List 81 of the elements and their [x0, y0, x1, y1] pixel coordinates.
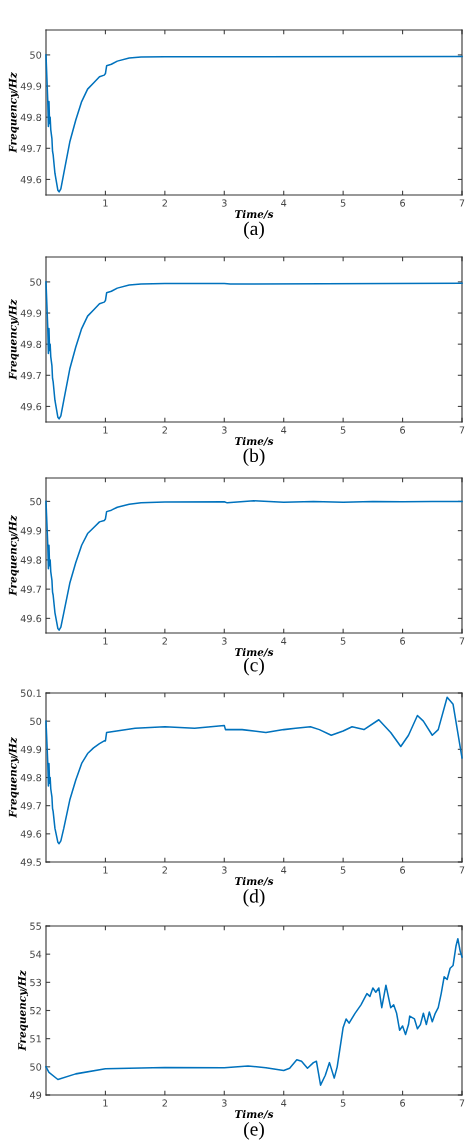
x-tick-label: 5: [340, 1099, 346, 1107]
x-tick-label: 7: [459, 199, 465, 207]
x-tick-label: 2: [162, 1099, 167, 1107]
y-tick-label: 49.5: [20, 858, 41, 866]
x-axis-title: Time/s: [234, 647, 274, 657]
line-series: [45, 937, 463, 1086]
y-tick-label: 49.6: [20, 175, 42, 184]
x-tick-label: 5: [340, 637, 346, 645]
x-tick-label: 2: [162, 426, 167, 434]
x-tick-label: 6: [400, 199, 406, 207]
y-tick-label: 49.7: [20, 802, 41, 810]
text: (e): [244, 1122, 264, 1140]
y-tick-label: 51: [30, 1035, 41, 1043]
y-tick-label: 49.9: [20, 309, 42, 317]
x-tick-label: 6: [400, 637, 406, 645]
y-tick-label: 49.6: [20, 402, 42, 411]
x-tick-label: 4: [281, 637, 287, 645]
y-axis-title: Frequency/Hz: [8, 299, 19, 380]
y-tick-label: 50: [30, 717, 42, 725]
x-tick-label: 5: [340, 866, 346, 874]
x-tick-label: 6: [400, 426, 406, 434]
y-tick-label: 50: [30, 1063, 42, 1071]
y-tick-label: 50: [30, 51, 42, 59]
x-tick-label: 2: [162, 866, 167, 874]
x-tick-label: 5: [340, 199, 346, 207]
y-tick-label: 49.9: [20, 745, 42, 754]
y-axis-title: Frequency/Hz: [8, 72, 19, 153]
x-tick-label: 3: [221, 1099, 227, 1107]
y-tick-label: 49.6: [20, 614, 42, 623]
y-tick-label: 49.9: [20, 82, 42, 90]
y-axis-title: Frequency/Hz: [8, 515, 19, 596]
x-tick-label: 4: [281, 1099, 287, 1107]
text: (a): [244, 221, 264, 240]
x-tick-label: 6: [400, 1099, 406, 1107]
y-tick-label: 49.7: [20, 585, 41, 593]
x-tick-label: 2: [162, 199, 167, 207]
y-tick-label: 54: [30, 950, 42, 958]
y-tick-label: 49.9: [20, 527, 42, 535]
x-tick-label: 5: [340, 426, 346, 434]
x-tick-label: 1: [103, 199, 108, 207]
line-series: [45, 696, 463, 845]
y-tick-label: 49.8: [20, 773, 42, 782]
y-tick-label: 49: [29, 1091, 42, 1099]
y-tick-label: 52: [30, 1006, 41, 1015]
text: (b): [243, 448, 265, 467]
x-tick-label: 1: [103, 637, 108, 645]
x-tick-label: 1: [103, 1099, 108, 1107]
y-tick-label: 49.8: [20, 556, 42, 564]
x-tick-label: 4: [281, 199, 287, 207]
y-tick-label: 49.6: [20, 830, 42, 838]
x-tick-label: 7: [459, 1099, 465, 1107]
x-tick-label: 3: [221, 199, 227, 207]
x-tick-label: 3: [221, 637, 227, 645]
x-tick-label: 2: [162, 637, 167, 645]
x-axis-title: Time/s: [234, 876, 274, 886]
text: (c): [244, 657, 264, 676]
y-axis-title: Frequency/Hz: [8, 737, 19, 818]
x-tick-label: 7: [459, 637, 465, 645]
x-tick-label: 4: [281, 866, 287, 874]
y-tick-label: 50.1: [20, 689, 41, 697]
x-axis-title: Time/s: [234, 1109, 274, 1119]
x-tick-label: 1: [103, 866, 108, 874]
y-axis-title: Frequency/Hz: [18, 970, 29, 1051]
x-tick-label: 3: [221, 426, 227, 434]
y-tick-label: 49.7: [20, 371, 41, 380]
y-tick-label: 55: [30, 922, 41, 930]
x-tick-label: 7: [459, 426, 465, 434]
text: (d): [243, 889, 265, 907]
x-axis-title: Time/s: [234, 436, 274, 446]
y-tick-label: 49.7: [20, 144, 41, 153]
y-tick-label: 50: [30, 278, 42, 286]
x-axis-title: Time/s: [234, 209, 274, 219]
x-tick-label: 1: [103, 426, 108, 434]
x-tick-label: 4: [281, 426, 287, 434]
y-tick-label: 49.8: [20, 113, 42, 121]
x-tick-label: 3: [221, 866, 227, 874]
x-tick-label: 7: [459, 866, 465, 874]
x-tick-label: 6: [400, 866, 406, 874]
y-tick-label: 49.8: [20, 340, 42, 348]
y-tick-label: 50: [30, 497, 42, 506]
y-tick-label: 53: [30, 978, 42, 987]
